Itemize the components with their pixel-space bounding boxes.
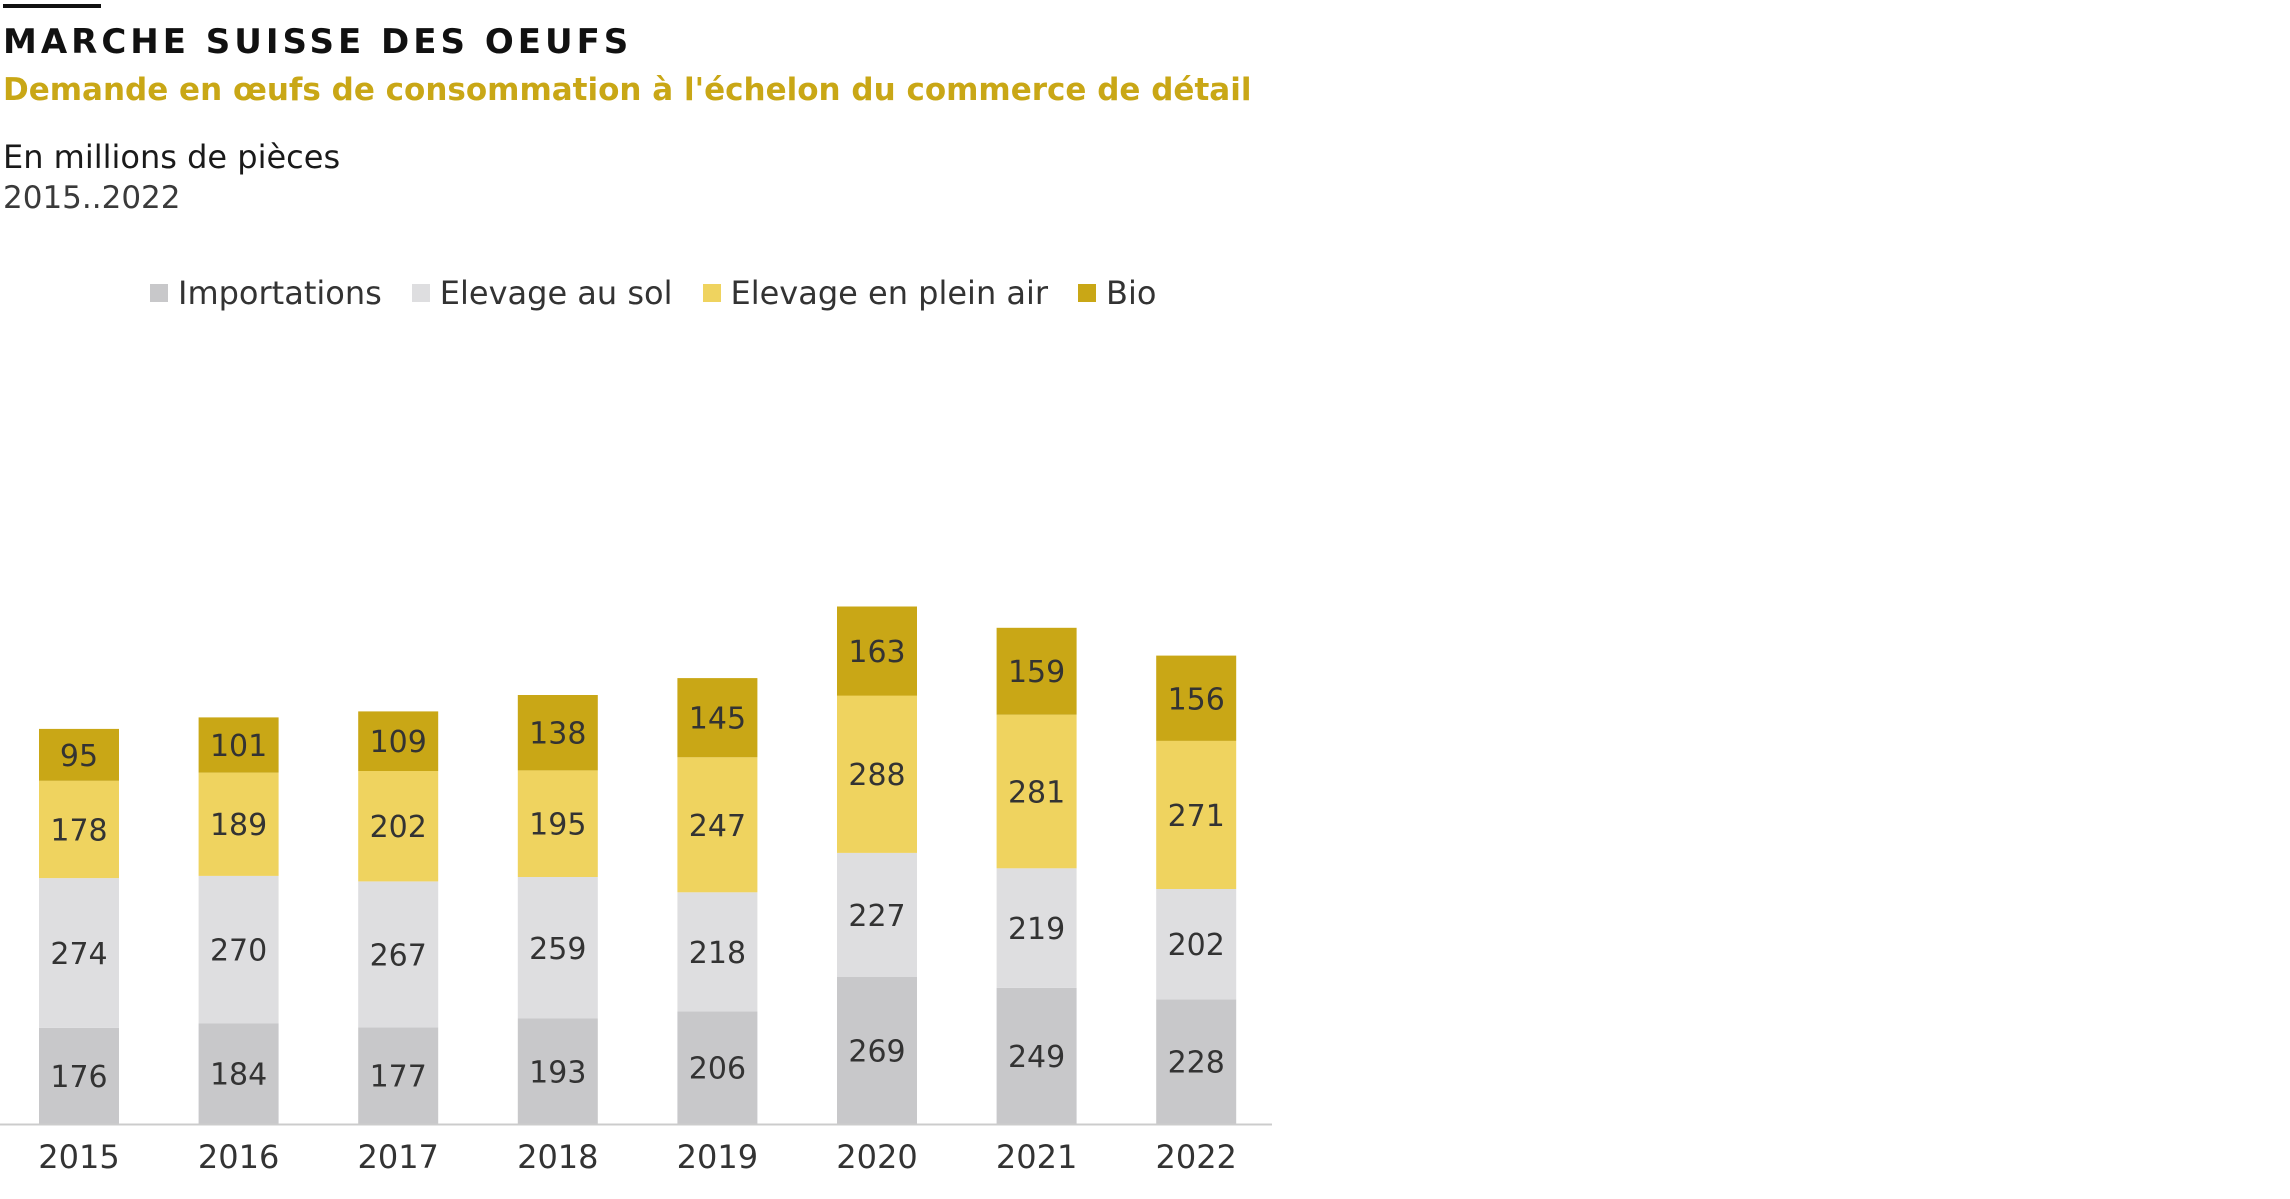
- data-label-importations-2021: 249: [1008, 1040, 1065, 1075]
- data-label-bio-2020: 163: [848, 635, 905, 670]
- data-label-elevage-au-sol-2022: 202: [1168, 928, 1225, 963]
- data-label-bio-2018: 138: [529, 717, 586, 752]
- bar-bio-2016: [198, 717, 279, 773]
- bar-elevage-au-sol-2016: [198, 875, 279, 1024]
- bar-bio-2021: [996, 627, 1077, 715]
- bar-bio-2022: [1156, 655, 1237, 741]
- unit-label: En millions de pièces: [3, 138, 341, 176]
- bar-elevage-en-plein-air-2020: [837, 695, 917, 853]
- x-tick-label-2016: 2016: [198, 1138, 279, 1176]
- bar-importations-2020: [837, 977, 917, 1124]
- bar-elevage-en-plein-air-2017: [358, 771, 439, 882]
- bar-bio-2015: [39, 728, 119, 781]
- x-tick-label-2015: 2015: [38, 1138, 119, 1176]
- data-label-elevage-en-plein-air-2019: 247: [689, 809, 746, 844]
- data-label-bio-2015: 95: [60, 739, 98, 774]
- data-label-elevage-au-sol-2017: 267: [370, 938, 427, 973]
- data-label-elevage-en-plein-air-2020: 288: [848, 758, 905, 793]
- legend-swatch-bio: [1078, 284, 1097, 302]
- legend-item-importations: Importations: [150, 274, 382, 312]
- legend-item-bio: Bio: [1078, 274, 1156, 312]
- data-label-importations-2019: 206: [689, 1052, 746, 1087]
- x-tick-label-2022: 2022: [1155, 1138, 1236, 1176]
- bar-elevage-au-sol-2018: [517, 877, 598, 1019]
- data-label-elevage-au-sol-2021: 219: [1008, 912, 1065, 947]
- data-label-bio-2021: 159: [1008, 655, 1065, 690]
- data-label-bio-2019: 145: [689, 702, 746, 737]
- legend-swatch-importations: [150, 284, 168, 302]
- data-label-importations-2016: 184: [210, 1058, 267, 1093]
- bar-bio-2019: [677, 678, 758, 758]
- legend: Importations Elevage au sol Elevage en p…: [150, 274, 1186, 312]
- data-label-importations-2022: 228: [1168, 1046, 1225, 1081]
- bar-bio-2020: [837, 606, 917, 696]
- bar-elevage-en-plein-air-2018: [517, 770, 598, 877]
- bar-elevage-au-sol-2021: [996, 868, 1077, 988]
- bar-importations-2021: [996, 987, 1077, 1124]
- bar-bio-2018: [517, 695, 598, 771]
- bar-importations-2016: [198, 1023, 279, 1124]
- x-tick-label-2017: 2017: [357, 1138, 438, 1176]
- chart-subtitle: Demande en œufs de consommation à l'éche…: [3, 72, 1252, 108]
- bar-elevage-en-plein-air-2022: [1156, 740, 1237, 889]
- data-label-importations-2017: 177: [370, 1060, 427, 1095]
- legend-swatch-elevage-au-sol: [411, 284, 430, 302]
- x-tick-label-2019: 2019: [677, 1138, 758, 1176]
- data-label-elevage-en-plein-air-2018: 195: [529, 808, 586, 843]
- bar-importations-2019: [677, 1011, 758, 1124]
- period-label: 2015..2022: [3, 180, 181, 216]
- data-label-elevage-au-sol-2018: 259: [529, 932, 586, 967]
- x-tick-label-2020: 2020: [836, 1138, 917, 1176]
- data-label-elevage-en-plein-air-2015: 178: [50, 813, 107, 848]
- bar-elevage-au-sol-2020: [837, 852, 917, 977]
- data-label-bio-2017: 109: [370, 725, 427, 760]
- data-label-elevage-au-sol-2019: 218: [689, 936, 746, 971]
- data-label-elevage-au-sol-2016: 270: [210, 934, 267, 969]
- x-tick-label-2018: 2018: [517, 1138, 598, 1176]
- data-label-elevage-en-plein-air-2017: 202: [370, 810, 427, 845]
- legend-label-importations: Importations: [178, 274, 382, 312]
- bar-elevage-en-plein-air-2016: [198, 772, 279, 876]
- data-label-importations-2018: 193: [529, 1055, 586, 1090]
- data-label-elevage-en-plein-air-2022: 271: [1168, 799, 1225, 834]
- bar-elevage-en-plein-air-2021: [996, 714, 1077, 869]
- legend-label-elevage-en-plein-air: Elevage en plein air: [730, 274, 1049, 312]
- bar-importations-2015: [39, 1027, 119, 1124]
- bar-elevage-en-plein-air-2019: [677, 757, 758, 893]
- data-label-elevage-en-plein-air-2021: 281: [1008, 776, 1065, 811]
- bar-importations-2022: [1156, 999, 1237, 1124]
- bar-importations-2018: [517, 1018, 598, 1124]
- legend-swatch-elevage-en-plein-air: [702, 284, 721, 302]
- legend-item-elevage-en-plein-air: Elevage en plein air: [702, 274, 1049, 312]
- legend-label-elevage-au-sol: Elevage au sol: [439, 274, 673, 312]
- chart-title: MARCHE SUISSE DES OEUFS: [3, 22, 633, 62]
- bar-elevage-au-sol-2019: [677, 892, 758, 1012]
- data-label-bio-2022: 156: [1168, 682, 1225, 717]
- legend-item-elevage-au-sol: Elevage au sol: [411, 274, 673, 312]
- legend-label-bio: Bio: [1106, 274, 1157, 312]
- data-label-bio-2016: 101: [210, 729, 267, 764]
- data-label-importations-2020: 269: [848, 1035, 905, 1070]
- title-rule: [3, 4, 101, 8]
- bar-elevage-en-plein-air-2015: [39, 780, 119, 879]
- x-tick-label-2021: 2021: [996, 1138, 1077, 1176]
- data-label-elevage-au-sol-2015: 274: [50, 937, 107, 972]
- bar-elevage-au-sol-2022: [1156, 889, 1237, 1000]
- data-label-importations-2015: 176: [50, 1060, 107, 1095]
- bar-bio-2017: [358, 711, 439, 771]
- data-label-elevage-en-plein-air-2016: 189: [210, 808, 267, 843]
- bar-importations-2017: [358, 1027, 439, 1124]
- bar-elevage-au-sol-2017: [358, 881, 439, 1028]
- bar-elevage-au-sol-2015: [39, 878, 119, 1028]
- data-label-elevage-au-sol-2020: 227: [848, 899, 905, 934]
